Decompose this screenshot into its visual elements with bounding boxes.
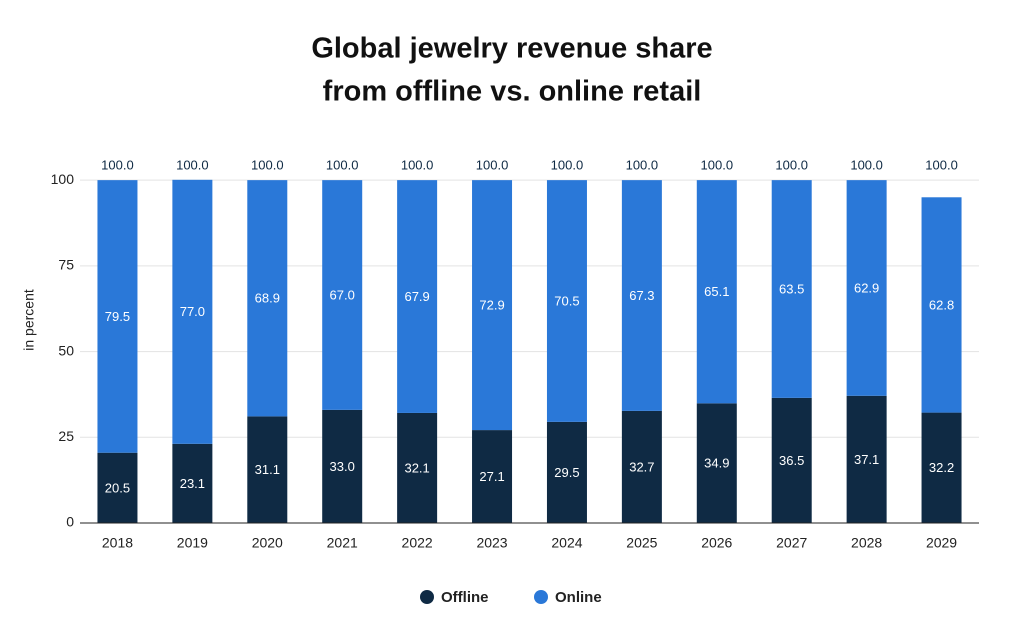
data-label: 37.1 — [854, 452, 879, 467]
x-tick-label: 2025 — [626, 535, 657, 551]
data-label: 63.5 — [779, 281, 804, 296]
data-label: 67.9 — [404, 289, 429, 304]
bar-segment — [921, 412, 962, 523]
bar-segment — [546, 180, 587, 422]
data-label: 67.3 — [629, 288, 654, 303]
bar-segment — [921, 197, 962, 413]
bar-segment — [97, 180, 138, 453]
bar-segment — [322, 409, 363, 523]
total-label: 100.0 — [850, 158, 883, 173]
x-tick-label: 2023 — [476, 535, 507, 551]
x-tick-label: 2027 — [776, 535, 807, 551]
data-label: 31.1 — [255, 462, 280, 477]
data-label: 62.9 — [854, 280, 879, 295]
total-label: 100.0 — [401, 158, 434, 173]
data-label: 20.5 — [105, 480, 130, 495]
x-tick-label: 2024 — [551, 535, 582, 551]
y-tick-label: 100 — [51, 171, 75, 187]
x-tick-label: 2019 — [177, 535, 208, 551]
x-tick-label: 2020 — [252, 535, 283, 551]
legend-marker — [420, 590, 434, 604]
bar-segment — [397, 180, 438, 413]
bar-segment — [696, 180, 737, 404]
data-label: 72.9 — [479, 298, 504, 313]
bar-segment — [546, 421, 587, 523]
data-label: 67.0 — [330, 287, 355, 302]
bar-segment — [846, 395, 887, 523]
data-label: 68.9 — [255, 291, 280, 306]
legend-label: Offline — [441, 589, 489, 606]
data-label: 23.1 — [180, 476, 205, 491]
data-label: 70.5 — [554, 293, 579, 308]
y-tick-label: 75 — [58, 257, 74, 273]
bar-segment — [397, 412, 438, 523]
data-label: 62.8 — [929, 297, 954, 312]
total-label: 100.0 — [925, 158, 958, 173]
total-label: 100.0 — [101, 158, 134, 173]
data-label: 34.9 — [704, 456, 729, 471]
data-label: 33.0 — [330, 459, 355, 474]
x-tick-label: 2026 — [701, 535, 732, 551]
bar-segment — [247, 416, 288, 523]
data-label: 32.1 — [404, 460, 429, 475]
x-tick-label: 2029 — [926, 535, 957, 551]
total-label: 100.0 — [551, 158, 584, 173]
total-label: 100.0 — [326, 158, 359, 173]
legend-marker — [534, 590, 548, 604]
bar-segment — [472, 430, 513, 523]
bar-segment — [621, 410, 662, 523]
bar-segment — [696, 403, 737, 523]
y-tick-label: 25 — [58, 428, 74, 444]
chart-title: from offline vs. online retail — [323, 76, 702, 108]
data-label: 77.0 — [180, 304, 205, 319]
bar-segment — [771, 180, 812, 398]
data-label: 36.5 — [779, 453, 804, 468]
bar-segment — [771, 397, 812, 523]
data-label: 32.2 — [929, 460, 954, 475]
data-label: 29.5 — [554, 465, 579, 480]
chart-title: Global jewelry revenue share — [311, 33, 712, 65]
bar-segment — [247, 180, 288, 417]
x-tick-label: 2028 — [851, 535, 882, 551]
total-label: 100.0 — [176, 158, 209, 173]
data-label: 65.1 — [704, 284, 729, 299]
total-label: 100.0 — [476, 158, 509, 173]
x-tick-label: 2018 — [102, 535, 133, 551]
total-label: 100.0 — [701, 158, 734, 173]
bar-segment — [621, 180, 662, 411]
y-tick-label: 50 — [58, 342, 74, 358]
total-label: 100.0 — [775, 158, 808, 173]
y-tick-label: 0 — [66, 514, 74, 530]
y-axis-label: in percent — [21, 289, 37, 351]
bar-segment — [322, 180, 363, 410]
x-tick-label: 2021 — [327, 535, 358, 551]
bar-segment — [472, 180, 513, 431]
total-label: 100.0 — [251, 158, 284, 173]
bar-segment — [172, 443, 213, 523]
total-label: 100.0 — [626, 158, 659, 173]
data-label: 32.7 — [629, 459, 654, 474]
data-label: 79.5 — [105, 309, 130, 324]
legend-label: Online — [555, 589, 602, 606]
x-tick-label: 2022 — [402, 535, 433, 551]
bar-segment — [97, 452, 138, 523]
bar-segment — [172, 179, 213, 444]
bar-segment — [846, 180, 887, 396]
data-label: 27.1 — [479, 469, 504, 484]
